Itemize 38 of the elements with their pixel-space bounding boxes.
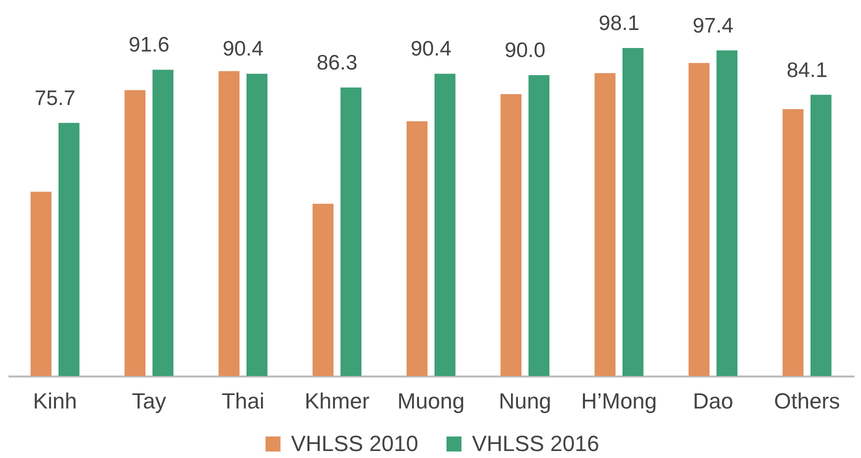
bar	[246, 74, 268, 376]
bar	[434, 74, 456, 376]
data-label: 90.4	[410, 38, 452, 61]
data-label: 91.6	[128, 34, 170, 57]
x-tick-label: H’Mong	[581, 388, 657, 414]
data-label: 90.0	[504, 39, 546, 62]
bar	[782, 109, 804, 376]
bar	[312, 204, 334, 376]
x-tick-label: Others	[774, 388, 840, 414]
x-tick-label: Thai	[222, 388, 264, 414]
bar	[340, 87, 362, 376]
x-tick-label: Nung	[498, 388, 552, 414]
bar	[528, 75, 550, 376]
bar	[124, 90, 146, 376]
bar	[152, 70, 174, 376]
x-tick-label: Muong	[397, 388, 465, 414]
x-tick-label: Dao	[692, 388, 734, 414]
data-label: 90.4	[222, 38, 264, 61]
data-label: 97.4	[692, 14, 734, 38]
x-tick-label: Khmer	[304, 388, 370, 414]
bar	[406, 121, 428, 376]
bar	[58, 122, 80, 376]
data-label: 84.1	[786, 58, 828, 82]
x-tick-label: Kinh	[32, 388, 78, 414]
bar	[594, 73, 616, 376]
bar	[30, 192, 52, 376]
bar	[500, 94, 522, 376]
bar	[716, 50, 738, 376]
legend-label: VHLSS 2016	[472, 431, 600, 456]
x-tick-label: Tay	[132, 388, 166, 414]
legend-label: VHLSS 2010	[291, 431, 418, 456]
bar	[810, 94, 832, 376]
data-label: 75.7	[34, 86, 76, 110]
bar	[688, 63, 710, 376]
data-label: 86.3	[316, 51, 358, 74]
bar	[622, 48, 644, 376]
data-label: 98.1	[598, 12, 640, 35]
bar	[218, 71, 240, 376]
